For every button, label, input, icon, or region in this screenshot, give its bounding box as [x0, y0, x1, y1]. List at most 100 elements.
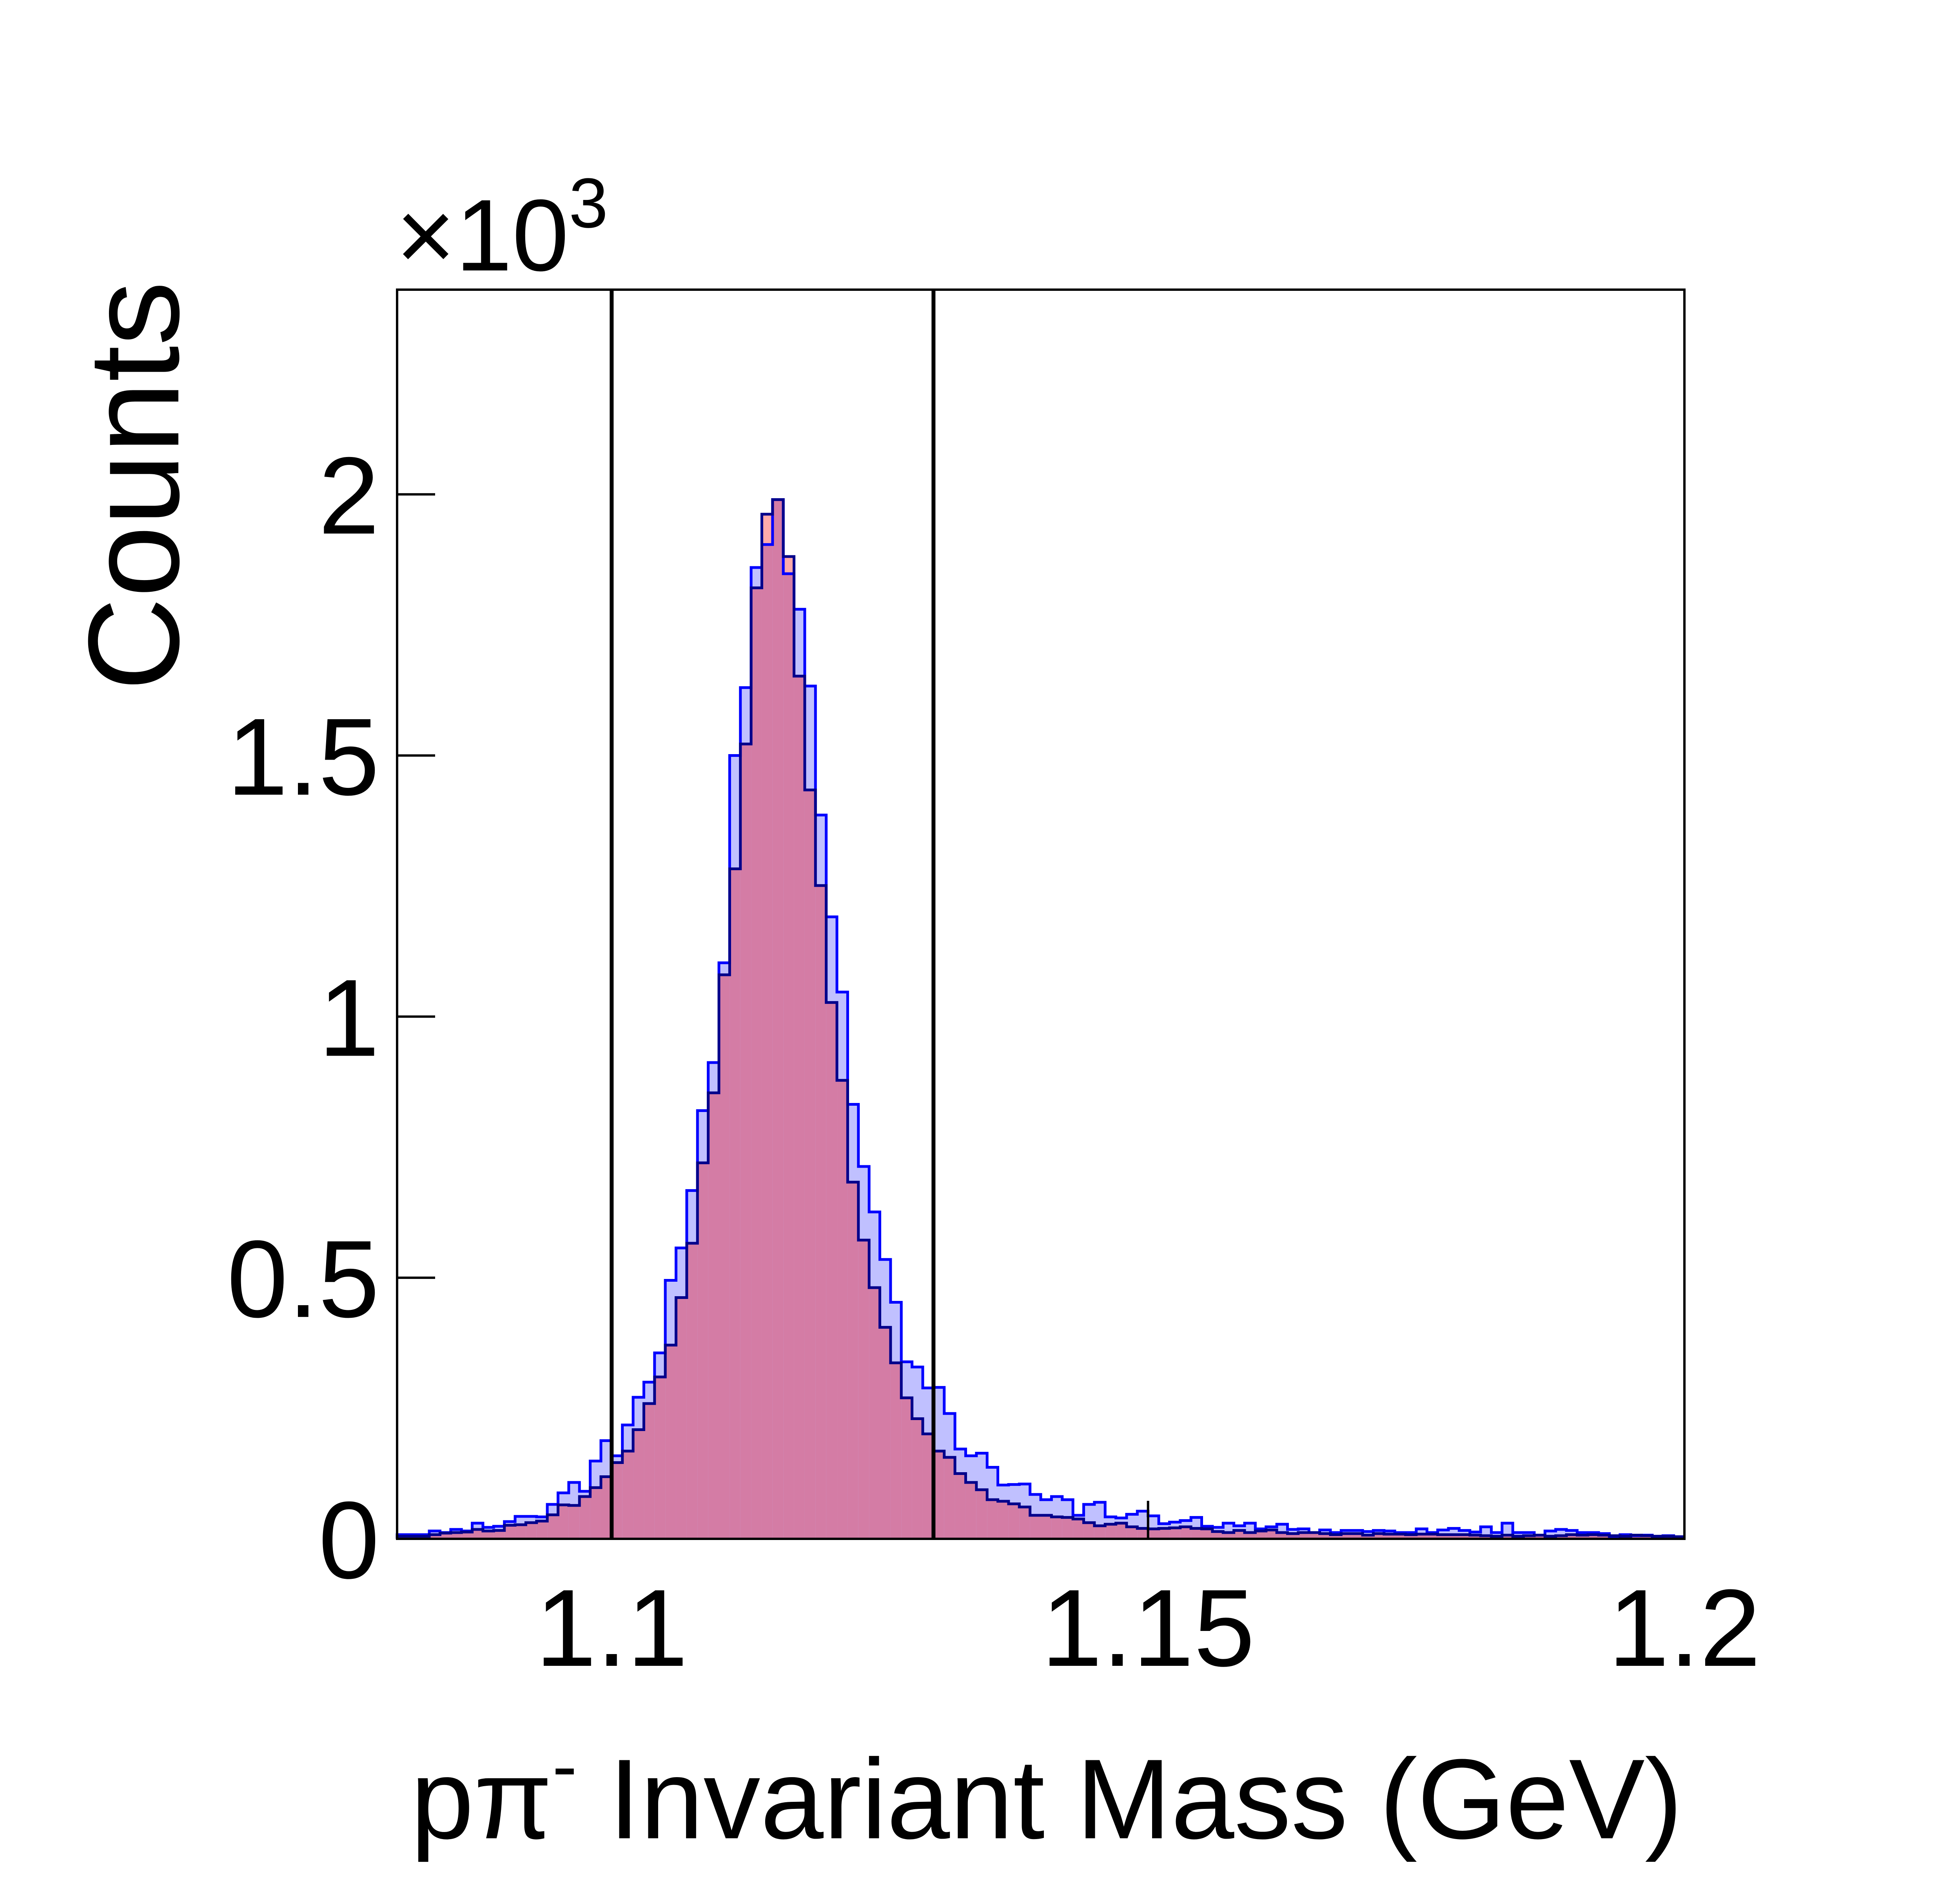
red-bar [976, 1489, 987, 1539]
red-bar [536, 1521, 548, 1539]
y-axis-multiplier-exponent: 3 [569, 164, 608, 243]
y-tick-label: 0 [318, 1479, 379, 1602]
red-bar [1298, 1533, 1309, 1539]
axis-ticks [397, 493, 1686, 1540]
x-axis-title-main: pπ [411, 1736, 552, 1863]
red-bar [901, 1398, 913, 1539]
red-bar [1523, 1536, 1535, 1539]
red-bar [1083, 1522, 1095, 1539]
red-bar [1191, 1528, 1202, 1539]
x-tick-label: 1.1 [535, 1567, 688, 1689]
red-bar [1073, 1519, 1084, 1539]
red-bar [1641, 1536, 1653, 1539]
red-bar-excess [762, 514, 773, 545]
red-bar [987, 1500, 998, 1539]
red-bar [1116, 1523, 1127, 1539]
red-bar [826, 1002, 837, 1539]
red-bar [858, 1240, 869, 1539]
red-bar [730, 869, 741, 1539]
red-bar [1437, 1535, 1449, 1539]
red-bar [1041, 1515, 1052, 1539]
red-bar [1105, 1524, 1116, 1539]
red-bar [1470, 1535, 1481, 1539]
red-bar [1051, 1517, 1063, 1539]
cut-lines [610, 290, 936, 1539]
red-bar [1405, 1535, 1417, 1539]
red-bar [1330, 1535, 1341, 1539]
red-bar [1212, 1531, 1223, 1539]
red-bar [1030, 1515, 1041, 1539]
y-axis-multiplier-base: ×10 [396, 179, 569, 292]
red-bar [494, 1530, 505, 1539]
red-bar [740, 744, 751, 1539]
red-bar [504, 1525, 515, 1539]
red-bar [1266, 1530, 1277, 1539]
red-bar [1137, 1528, 1149, 1539]
red-bar [429, 1535, 440, 1539]
red-bar [1555, 1536, 1567, 1539]
red-bar [708, 1093, 719, 1539]
red-bar [783, 573, 795, 1539]
red-bar [686, 1243, 698, 1539]
x-axis-title-rest: Invariant Mass (GeV) [577, 1736, 1682, 1863]
red-bar [890, 1362, 902, 1539]
y-axis-multiplier: ×103 [396, 164, 608, 292]
plot-frame [396, 288, 1686, 1540]
red-bar [1395, 1534, 1406, 1539]
red-bar [590, 1487, 601, 1539]
red-bar [1201, 1529, 1213, 1539]
x-tick-label: 1.2 [1608, 1567, 1760, 1689]
red-bar [1094, 1526, 1105, 1539]
red-bar [440, 1533, 451, 1539]
x-axis-title-superscript: - [552, 1724, 577, 1807]
x-tick-label: 1.15 [1041, 1567, 1255, 1689]
red-bar [697, 1163, 709, 1539]
red-bar [1169, 1528, 1181, 1539]
red-bar [461, 1532, 473, 1539]
red-bar [944, 1457, 955, 1539]
red-bar [676, 1297, 687, 1539]
red-bar [568, 1505, 580, 1539]
red-bar [1481, 1536, 1492, 1539]
blue-histogram-outline [396, 498, 1684, 1539]
y-tick-label: 1 [318, 957, 379, 1079]
red-bar [1148, 1529, 1159, 1539]
red-bar [526, 1522, 537, 1539]
red-bar [1384, 1534, 1395, 1539]
red-bar [1427, 1534, 1438, 1539]
red-bar [1534, 1535, 1545, 1539]
red-bar [848, 1182, 859, 1539]
x-axis-title: pπ- Invariant Mass (GeV) [411, 1724, 1683, 1863]
red-bar [1223, 1533, 1234, 1539]
red-bar [483, 1531, 494, 1539]
red-bar [1599, 1535, 1610, 1539]
red-bar [1459, 1535, 1470, 1539]
red-bar [837, 1080, 848, 1539]
red-bar [654, 1377, 666, 1539]
red-bar [869, 1288, 880, 1539]
red-bar [579, 1496, 591, 1539]
red-bar [1234, 1530, 1245, 1539]
red-bar [1309, 1533, 1320, 1539]
y-axis-title: Counts [61, 281, 206, 691]
red-bar [547, 1515, 558, 1539]
red-bar [1363, 1535, 1374, 1539]
red-bar [515, 1525, 526, 1539]
histogram-bars [397, 499, 1685, 1539]
red-bar [1577, 1535, 1588, 1539]
red-bar [1631, 1536, 1642, 1539]
red-bar [955, 1473, 966, 1539]
red-bar [772, 499, 784, 1539]
red-bar [1019, 1507, 1031, 1539]
red-bar [880, 1327, 891, 1539]
red-bar [665, 1345, 677, 1539]
red-bar [472, 1529, 483, 1539]
red-bar [719, 975, 730, 1539]
red-bar [1008, 1504, 1020, 1539]
red-bar [1277, 1533, 1288, 1539]
red-bar [644, 1403, 655, 1539]
red-bar [1588, 1535, 1599, 1539]
red-bar-excess [783, 556, 795, 574]
y-tick-label: 2 [318, 435, 379, 557]
